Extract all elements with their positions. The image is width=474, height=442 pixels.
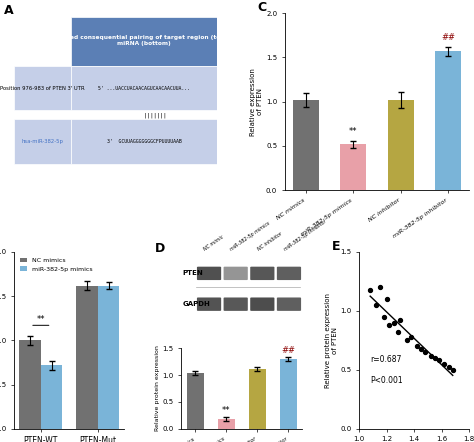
- Text: P<0.001: P<0.001: [370, 376, 403, 385]
- Point: [390, 319, 397, 326]
- Text: **: **: [36, 315, 45, 324]
- Text: **: **: [349, 127, 358, 136]
- Text: r=0.687: r=0.687: [370, 354, 401, 364]
- Y-axis label: Relative expression
of PTEN: Relative expression of PTEN: [250, 68, 263, 136]
- Bar: [435, 51, 461, 190]
- FancyBboxPatch shape: [224, 267, 248, 280]
- Point: [397, 317, 404, 324]
- Text: C: C: [257, 1, 266, 14]
- FancyBboxPatch shape: [250, 297, 274, 311]
- Point: [449, 366, 456, 373]
- FancyBboxPatch shape: [14, 119, 71, 164]
- FancyBboxPatch shape: [197, 297, 221, 311]
- Y-axis label: Relative protein expression
of PTEN: Relative protein expression of PTEN: [325, 293, 337, 388]
- Bar: [187, 373, 204, 429]
- Point: [427, 352, 435, 359]
- Point: [413, 343, 421, 350]
- Point: [376, 284, 383, 291]
- Bar: [249, 369, 266, 429]
- Text: 5' ...UACCUACAACAGUCAACAACUUA...: 5' ...UACCUACAACAGUCAACAACUUA...: [98, 86, 190, 91]
- Text: miR-382-5p mimics: miR-382-5p mimics: [229, 221, 272, 252]
- FancyBboxPatch shape: [277, 297, 301, 311]
- Bar: [98, 286, 119, 429]
- Text: NC mimic: NC mimic: [203, 234, 225, 252]
- FancyBboxPatch shape: [14, 66, 71, 110]
- Point: [403, 337, 411, 344]
- FancyBboxPatch shape: [71, 66, 217, 110]
- Text: A: A: [4, 4, 14, 17]
- Text: 3'  GCUUAGGGGGGGCFPUUUUAAB: 3' GCUUAGGGGGGGCFPUUUUAAB: [107, 139, 182, 144]
- Text: NC inhibitor: NC inhibitor: [256, 231, 283, 252]
- Point: [366, 286, 374, 293]
- Point: [380, 313, 388, 320]
- Point: [441, 360, 448, 367]
- Bar: [340, 144, 366, 190]
- Text: D: D: [155, 242, 165, 255]
- Point: [435, 357, 443, 364]
- Text: Position 976-983 of PTEN 3' UTR: Position 976-983 of PTEN 3' UTR: [0, 86, 85, 91]
- Y-axis label: Relative protein expression: Relative protein expression: [155, 346, 160, 431]
- FancyBboxPatch shape: [71, 17, 217, 66]
- FancyBboxPatch shape: [197, 267, 221, 280]
- Point: [394, 328, 401, 335]
- Text: hsa-miR-382-5p: hsa-miR-382-5p: [22, 139, 64, 144]
- Text: PTEN: PTEN: [182, 271, 203, 276]
- Point: [445, 364, 452, 371]
- Point: [417, 345, 425, 352]
- Text: ##: ##: [441, 34, 455, 42]
- Point: [431, 354, 438, 362]
- Point: [383, 296, 391, 303]
- Point: [408, 333, 415, 340]
- Text: miR-382-5p inhibitor: miR-382-5p inhibitor: [283, 219, 327, 252]
- Bar: [76, 286, 98, 429]
- Legend: NC mimics, miR-382-5p mimics: NC mimics, miR-382-5p mimics: [18, 255, 95, 274]
- Bar: [280, 359, 297, 429]
- FancyBboxPatch shape: [224, 297, 248, 311]
- Text: E: E: [332, 240, 340, 252]
- FancyBboxPatch shape: [71, 119, 217, 164]
- Text: |||||||: |||||||: [121, 112, 167, 118]
- Bar: [293, 100, 319, 190]
- FancyBboxPatch shape: [277, 267, 301, 280]
- Point: [372, 301, 380, 309]
- Text: Predicted consequential pairing of target region (top) and
miRNA (bottom): Predicted consequential pairing of targe…: [46, 35, 242, 46]
- Bar: [41, 365, 63, 429]
- FancyBboxPatch shape: [250, 267, 274, 280]
- Point: [421, 349, 429, 356]
- Point: [386, 321, 393, 328]
- Bar: [19, 340, 41, 429]
- Text: GAPDH: GAPDH: [182, 301, 210, 307]
- Text: **: **: [222, 406, 230, 415]
- Bar: [218, 419, 235, 429]
- Text: ##: ##: [281, 346, 295, 355]
- Bar: [388, 100, 414, 190]
